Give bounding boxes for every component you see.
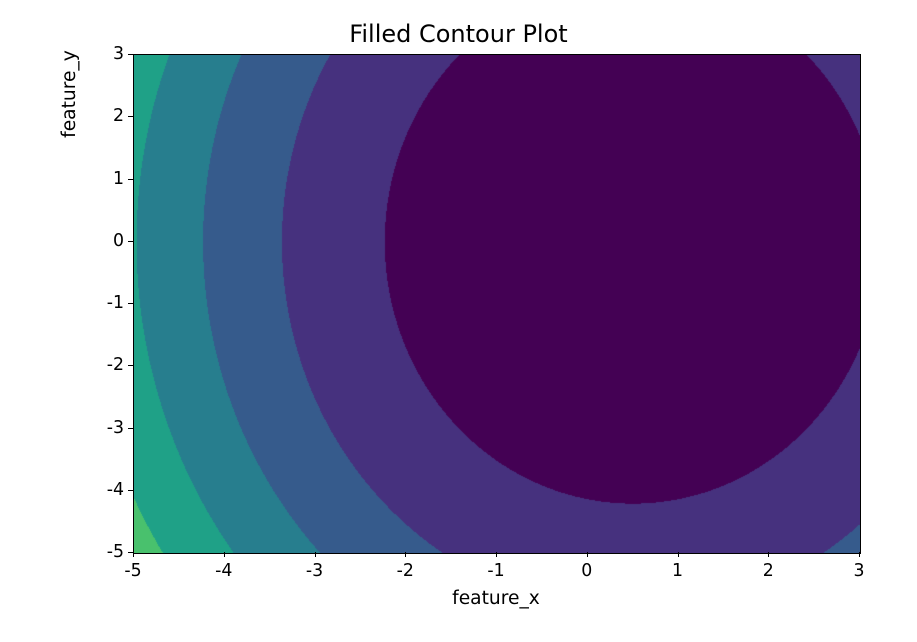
x-tick-label: -2 <box>397 561 414 581</box>
x-tick-mark <box>587 552 588 557</box>
y-axis-label: feature_y <box>59 0 80 343</box>
y-tick-label: 2 <box>84 106 124 126</box>
x-tick-mark <box>224 552 225 557</box>
x-tick-label: -1 <box>487 561 504 581</box>
y-tick-mark <box>128 54 133 55</box>
y-tick-label: -1 <box>84 293 124 313</box>
x-axis-label: feature_x <box>133 588 859 609</box>
y-tick-label: 3 <box>84 44 124 64</box>
chart-title: Filled Contour Plot <box>0 20 917 48</box>
y-tick-label: -5 <box>84 542 124 562</box>
x-tick-label: -3 <box>306 561 323 581</box>
x-tick-mark <box>405 552 406 557</box>
x-tick-label: 0 <box>581 561 592 581</box>
y-tick-mark <box>128 365 133 366</box>
y-tick-label: -4 <box>84 480 124 500</box>
y-tick-label: -3 <box>84 418 124 438</box>
x-tick-mark <box>859 552 860 557</box>
y-tick-mark <box>128 116 133 117</box>
contour-canvas <box>134 55 860 553</box>
y-tick-mark <box>128 241 133 242</box>
plot-axes <box>133 54 861 554</box>
x-tick-mark <box>133 552 134 557</box>
y-tick-mark <box>128 552 133 553</box>
x-tick-label: 2 <box>763 561 774 581</box>
x-tick-label: 1 <box>672 561 683 581</box>
y-tick-label: 1 <box>84 169 124 189</box>
x-tick-mark <box>768 552 769 557</box>
y-tick-mark <box>128 303 133 304</box>
y-tick-mark <box>128 428 133 429</box>
y-tick-mark <box>128 179 133 180</box>
x-tick-label: -4 <box>215 561 232 581</box>
x-tick-label: 3 <box>853 561 864 581</box>
x-tick-mark <box>315 552 316 557</box>
y-tick-mark <box>128 490 133 491</box>
y-tick-label: -2 <box>84 355 124 375</box>
figure: Filled Contour Plot feature_x feature_y … <box>0 0 917 642</box>
x-tick-mark <box>678 552 679 557</box>
x-tick-label: -5 <box>124 561 141 581</box>
x-tick-mark <box>496 552 497 557</box>
y-tick-label: 0 <box>84 231 124 251</box>
